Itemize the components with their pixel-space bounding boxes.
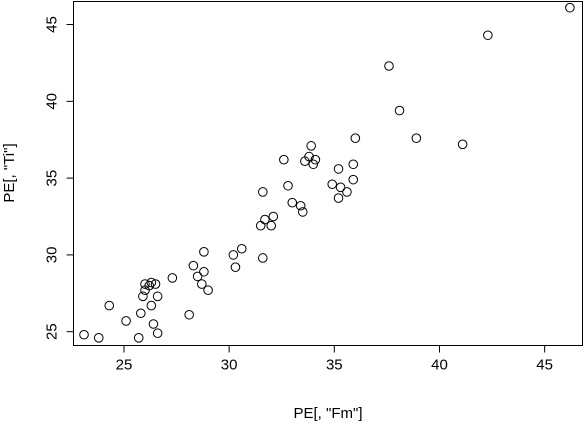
data-point bbox=[93, 333, 104, 343]
data-point bbox=[136, 308, 146, 319]
data-point bbox=[279, 154, 289, 165]
data-point bbox=[184, 309, 194, 320]
data-point bbox=[268, 211, 279, 222]
x-axis: 25 30 35 40 45 bbox=[116, 345, 553, 374]
data-point bbox=[483, 30, 493, 41]
data-point bbox=[79, 329, 89, 340]
data-point bbox=[152, 291, 163, 302]
data-point bbox=[342, 187, 352, 197]
data-point bbox=[457, 139, 468, 150]
data-point bbox=[310, 154, 321, 165]
data-point bbox=[308, 159, 319, 170]
data-point bbox=[306, 141, 316, 151]
data-point bbox=[197, 279, 207, 289]
data-point bbox=[104, 300, 115, 311]
data-point bbox=[230, 262, 241, 272]
data-point bbox=[152, 328, 163, 339]
data-point bbox=[335, 182, 346, 193]
data-point bbox=[333, 193, 344, 203]
y-tick-label: 30 bbox=[44, 247, 61, 264]
x-tick-label: 40 bbox=[431, 357, 448, 374]
y-tick-label: 25 bbox=[44, 323, 61, 340]
data-point bbox=[266, 220, 277, 231]
data-point bbox=[565, 2, 575, 13]
y-axis-label: PE[, "Ti"] bbox=[1, 143, 18, 202]
data-point bbox=[192, 271, 203, 282]
data-point bbox=[199, 247, 209, 257]
data-point bbox=[121, 316, 131, 326]
data-point bbox=[384, 61, 394, 71]
data-point bbox=[148, 319, 159, 329]
data-point bbox=[297, 207, 308, 217]
data-point bbox=[138, 291, 148, 302]
x-axis-label: PE[, "Fm"] bbox=[294, 405, 363, 422]
data-point bbox=[350, 133, 361, 143]
data-point bbox=[348, 159, 359, 170]
y-axis: 25 30 35 40 45 bbox=[44, 16, 74, 340]
x-tick-label: 45 bbox=[536, 357, 553, 374]
x-tick-label: 35 bbox=[326, 357, 343, 374]
data-point bbox=[348, 174, 359, 185]
data-point bbox=[140, 279, 150, 289]
data-point bbox=[304, 151, 314, 162]
data-point bbox=[167, 273, 178, 283]
data-point bbox=[394, 105, 405, 116]
y-tick-label: 35 bbox=[44, 170, 61, 187]
x-tick-label: 25 bbox=[116, 357, 133, 374]
data-points bbox=[79, 2, 575, 343]
x-tick-label: 30 bbox=[221, 357, 238, 374]
y-tick-label: 45 bbox=[44, 16, 61, 33]
data-point bbox=[295, 200, 306, 211]
data-point bbox=[327, 179, 338, 190]
data-point bbox=[411, 133, 422, 143]
data-point bbox=[255, 220, 266, 231]
data-point bbox=[199, 266, 209, 277]
data-point bbox=[146, 277, 157, 288]
data-point bbox=[236, 243, 247, 254]
data-point bbox=[228, 250, 239, 260]
data-point bbox=[150, 279, 161, 289]
data-point bbox=[146, 300, 157, 311]
data-point bbox=[283, 180, 293, 191]
data-point bbox=[257, 187, 268, 197]
data-point bbox=[188, 260, 199, 271]
data-point bbox=[257, 253, 268, 263]
data-point bbox=[260, 214, 270, 225]
data-point bbox=[203, 285, 213, 296]
data-point bbox=[287, 197, 298, 208]
data-point bbox=[144, 280, 155, 291]
data-point bbox=[133, 333, 144, 343]
plot-frame bbox=[73, 1, 583, 346]
y-tick-label: 40 bbox=[44, 93, 61, 110]
data-point bbox=[333, 164, 344, 174]
